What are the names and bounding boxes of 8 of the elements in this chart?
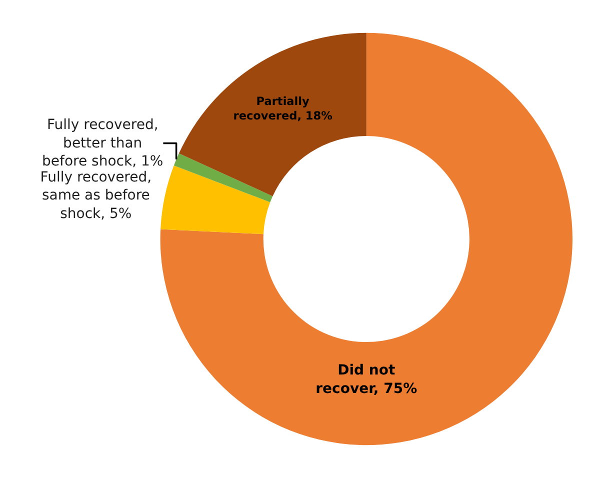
donut-slice: [160, 32, 572, 445]
slice-label: Fully recovered, better than before shock, 1%: [42, 117, 164, 170]
slice-label: Did not recover, 75%: [316, 362, 418, 397]
slice-label: Partially recovered, 18%: [233, 94, 332, 123]
donut-slice: [178, 32, 366, 196]
donut-slice: [174, 153, 273, 202]
donut-slice: [160, 165, 270, 234]
slice-label: Fully recovered, same as before shock, 5%: [40, 169, 152, 222]
